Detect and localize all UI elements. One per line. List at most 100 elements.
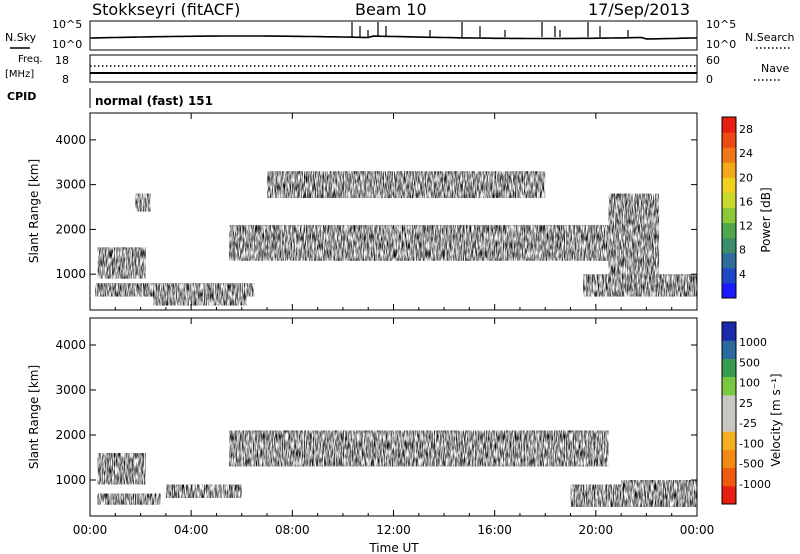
scatter-region-3 — [153, 296, 247, 306]
freq-panel-frame — [89, 54, 698, 83]
colorbar-swatch — [722, 192, 736, 208]
x-tick-label: 00:00 — [73, 523, 108, 537]
colorbar-swatch — [722, 207, 736, 224]
date-title: 17/Sep/2013 — [588, 0, 690, 19]
colorbar-swatch — [722, 449, 736, 469]
velocity-y-axis: 1000 2000 3000 4000 — [55, 338, 697, 487]
power-y-axis: 1000 2000 3000 4000 — [55, 133, 697, 281]
x-tick-label: 00:00 — [680, 523, 715, 537]
y-tick-label: 1000 — [55, 473, 86, 487]
nsky-spikes — [351, 22, 629, 37]
colorbar-tick-label: 8 — [739, 244, 746, 257]
colorbar-swatch — [722, 282, 736, 299]
power-heatmap — [95, 171, 697, 306]
colorbar-tick-label: 16 — [739, 195, 753, 208]
nave-tick-top: 60 — [706, 54, 720, 67]
colorbar-frame — [721, 321, 737, 505]
colorbar-swatch — [722, 117, 736, 133]
x-tick-label: 08:00 — [275, 523, 310, 537]
station-title: Stokkseyri (fitACF) — [92, 0, 240, 19]
cpid-value: normal (fast) 151 — [95, 94, 213, 108]
colorbar-tick-label: 28 — [739, 123, 753, 136]
colorbar-tick-label: 100 — [739, 377, 760, 390]
colorbar-swatch — [722, 252, 736, 269]
x-axis-label: Time UT — [368, 541, 419, 554]
time-axis: 00:00 04:00 08:00 12:00 16:00 20:00 00:00 — [73, 113, 715, 537]
x-tick-label: 12:00 — [376, 523, 411, 537]
colorbar-swatch — [722, 358, 736, 378]
y-tick-label: 3000 — [55, 383, 86, 397]
scatter-region-2 — [165, 484, 242, 498]
scatter-region-1 — [135, 193, 151, 212]
x-tick-label: 20:00 — [579, 523, 614, 537]
colorbar-swatch — [722, 222, 736, 239]
y-tick-label: 2000 — [55, 428, 86, 442]
nave-tick-bottom: 0 — [706, 73, 713, 86]
colorbar-swatch — [722, 132, 736, 148]
y-tick-label: 2000 — [55, 222, 86, 236]
nsky-tick-bottom: 10^0 — [52, 38, 82, 51]
colorbar-swatch — [722, 431, 736, 450]
freq-tick-top: 18 — [55, 54, 69, 67]
colorbar-tick-label: 1000 — [739, 336, 767, 349]
velocity-ylabel: Slant Range [km] — [27, 365, 41, 469]
colorbar-swatch — [722, 322, 736, 341]
colorbar-swatch — [722, 162, 736, 178]
scatter-region-2 — [95, 283, 255, 297]
nsearch-tick-top: 10^5 — [706, 18, 736, 31]
colorbar-swatch — [722, 177, 736, 193]
colorbar-tick-label: 12 — [739, 220, 753, 233]
nsky-trace — [89, 35, 698, 40]
colorbar-tick-label: -100 — [739, 437, 764, 450]
colorbar-swatch — [722, 147, 736, 163]
colorbar-swatch — [722, 467, 736, 487]
colorbar-swatch — [722, 340, 736, 359]
colorbar-swatch — [722, 376, 736, 396]
scatter-region-7 — [583, 274, 697, 297]
scatter-region-1 — [97, 493, 161, 505]
colorbar-swatch — [722, 394, 736, 414]
colorbar-tick-label: 25 — [739, 397, 753, 410]
scatter-region-6 — [267, 171, 546, 199]
scatter-region-5 — [317, 231, 508, 250]
colorbar-swatch — [722, 267, 736, 284]
colorbar-swatch — [722, 413, 736, 432]
velocity-colorbar-label: Velocity [m s⁻¹] — [769, 373, 783, 466]
cpid-label: CPID — [7, 90, 36, 103]
colorbar-tick-label: -500 — [739, 458, 764, 471]
scatter-region-5 — [621, 480, 697, 507]
y-tick-label: 4000 — [55, 133, 86, 147]
y-tick-label: 3000 — [55, 178, 86, 192]
power-colorbar-label: Power [dB] — [759, 187, 773, 252]
nsky-panel-frame — [89, 20, 698, 51]
velocity-heatmap — [97, 430, 697, 507]
colorbar-tick-label: 24 — [739, 147, 753, 160]
colorbar-tick-label: 4 — [739, 268, 746, 281]
scatter-region-8 — [608, 193, 660, 279]
scatter-region-0 — [97, 247, 146, 279]
x-tick-label: 04:00 — [174, 523, 209, 537]
beam-title: Beam 10 — [355, 0, 427, 19]
x-tick-label: 16:00 — [477, 523, 512, 537]
y-tick-label: 1000 — [55, 267, 86, 281]
scatter-region-0 — [97, 453, 146, 485]
velocity-colorbar: -1000 -500 -100 -25 25 100 500 1000 — [721, 321, 771, 505]
colorbar-tick-label: 500 — [739, 356, 760, 369]
colorbar-tick-label: -25 — [739, 417, 757, 430]
nsky-tick-top: 10^5 — [52, 18, 82, 31]
nsky-label: N.Sky — [5, 31, 37, 44]
colorbar-swatch — [722, 237, 736, 254]
nsearch-tick-bottom: 10^0 — [706, 38, 736, 51]
power-ylabel: Slant Range [km] — [27, 159, 41, 263]
colorbar-frame — [721, 116, 737, 299]
colorbar-swatch — [722, 485, 736, 505]
freq-label: Freq. — [18, 54, 43, 65]
scatter-region-4 — [570, 484, 622, 507]
nsearch-label: N.Search — [745, 31, 795, 44]
y-tick-label: 4000 — [55, 338, 86, 352]
colorbar-tick-label: -1000 — [739, 478, 771, 491]
freq-tick-bottom: 8 — [62, 73, 69, 86]
power-colorbar: 4 8 12 16 20 24 28 — [721, 116, 753, 299]
nave-label: Nave — [761, 62, 789, 75]
